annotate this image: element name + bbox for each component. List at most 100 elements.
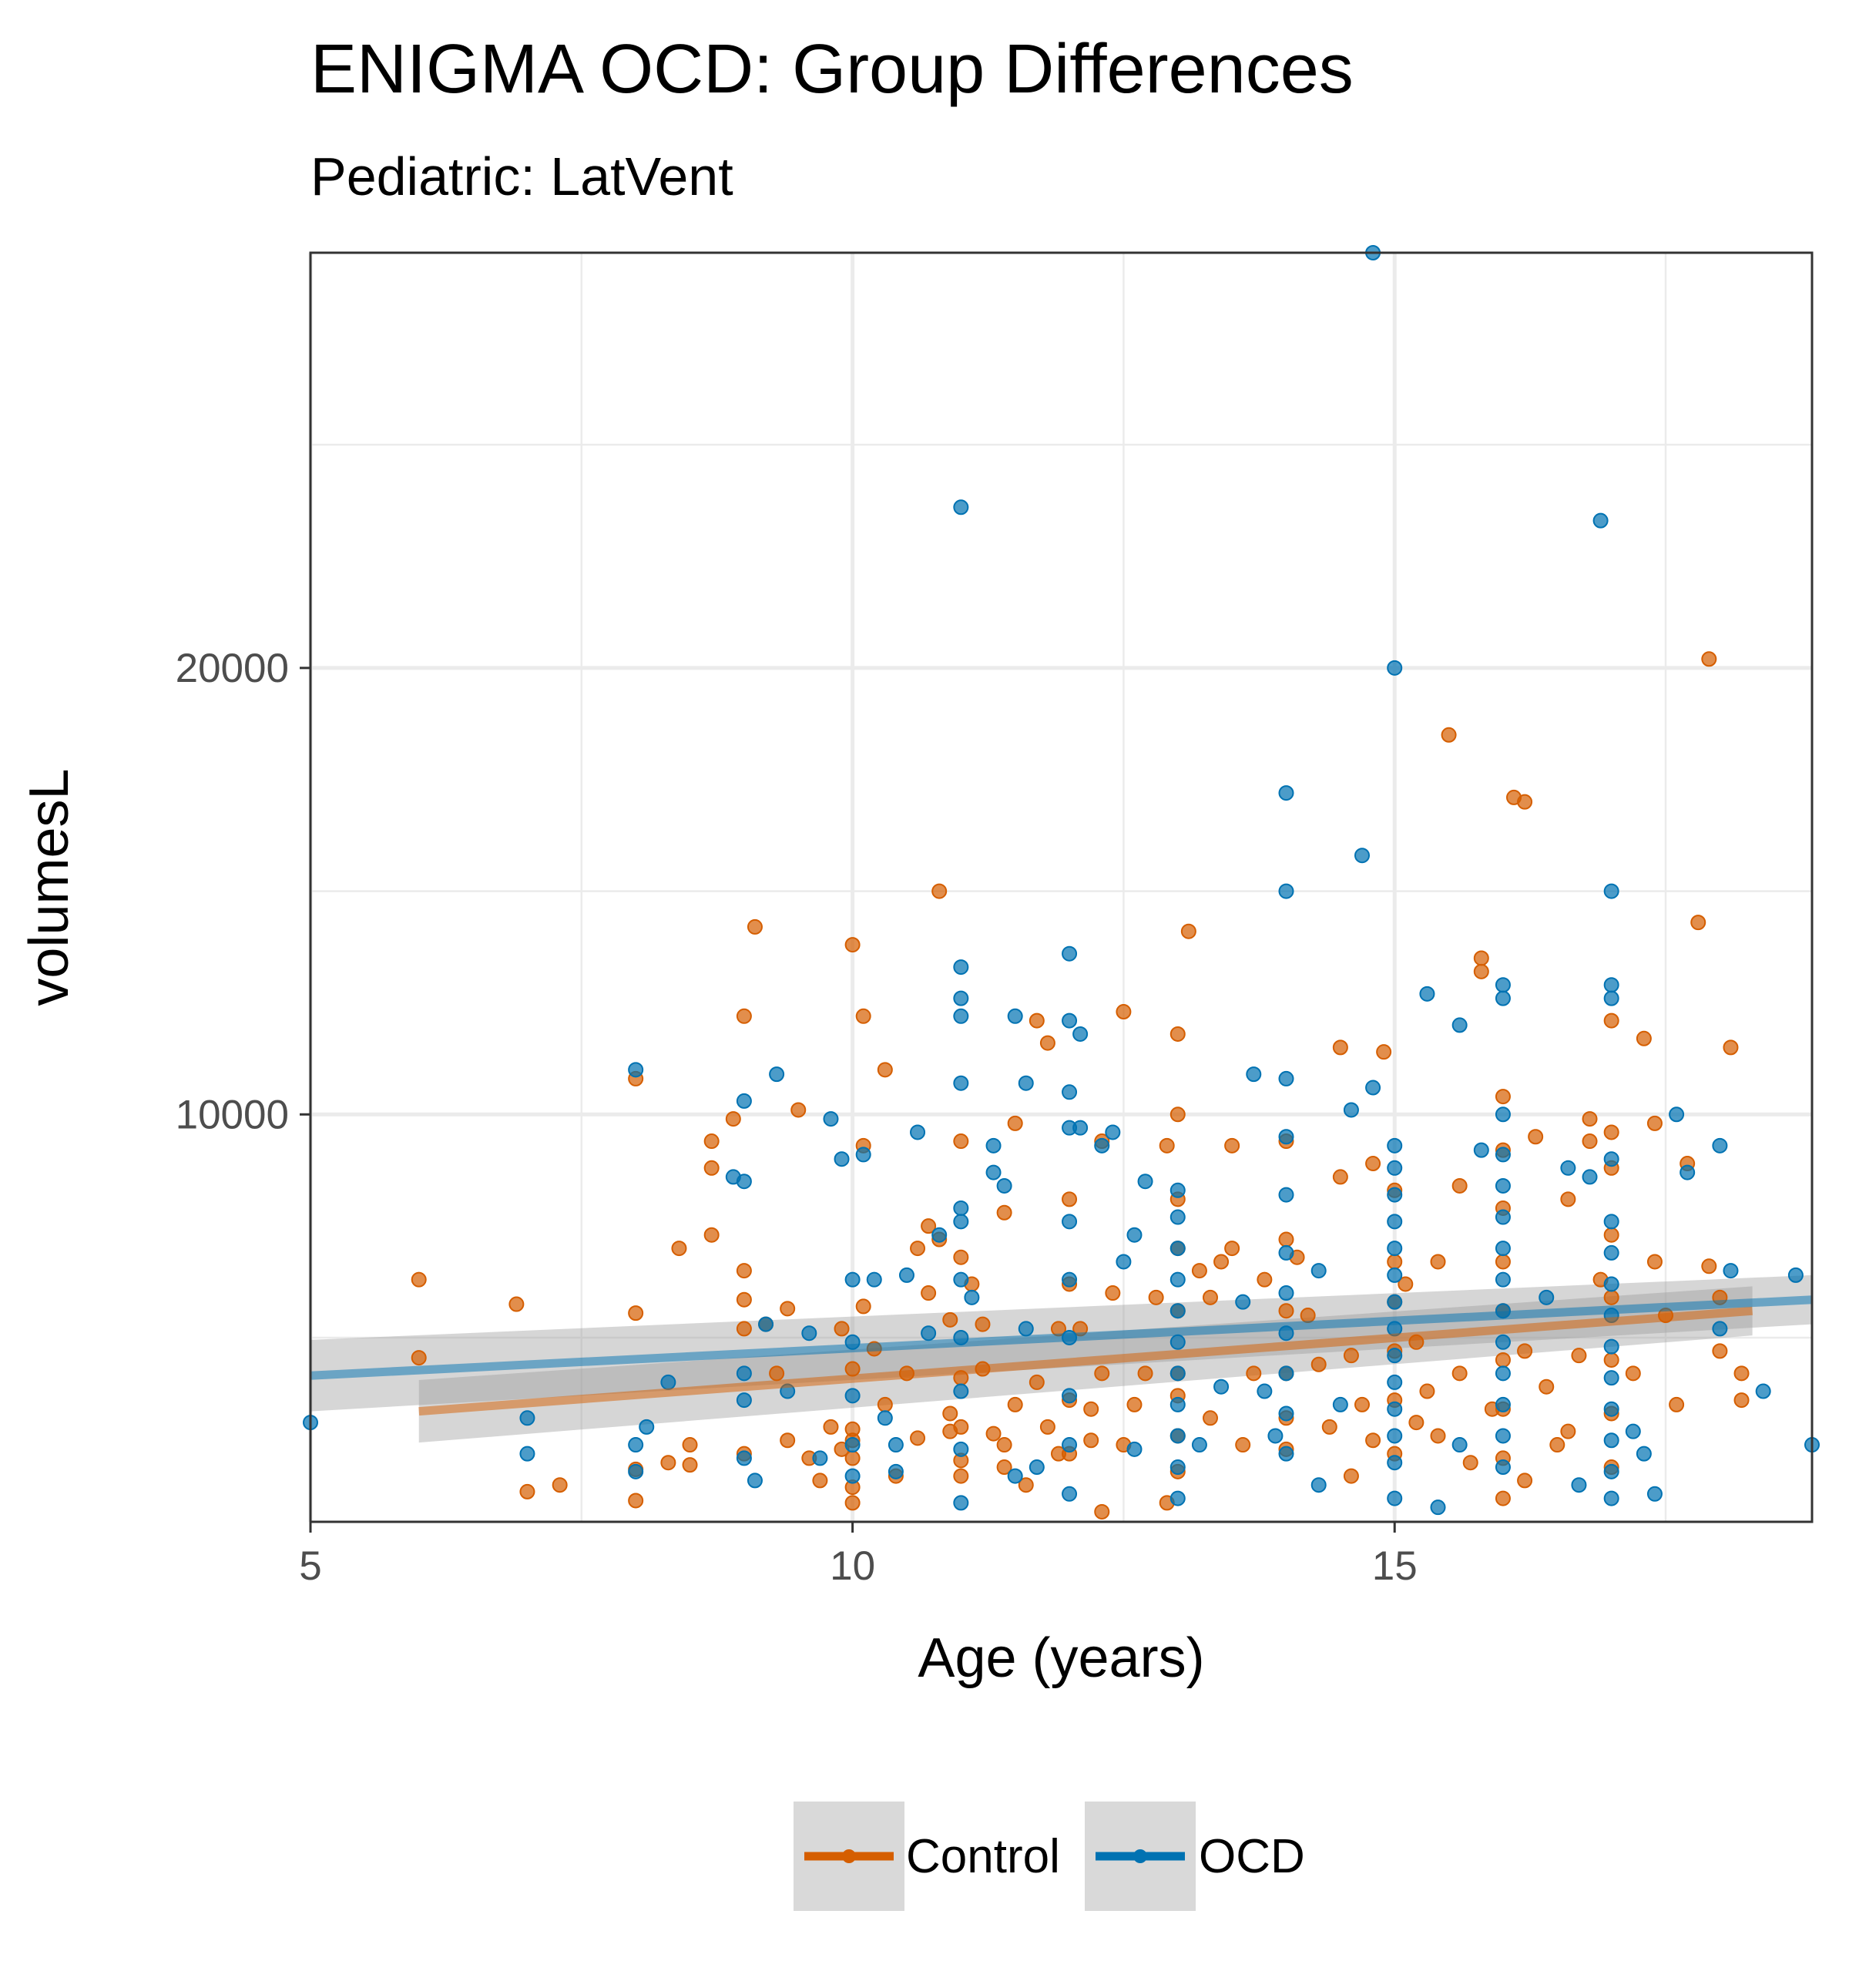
fit-line-control (418, 1306, 1753, 1416)
point-ocd (1169, 1182, 1186, 1198)
point-control (855, 1298, 871, 1315)
x-tick-label: 15 (1372, 1543, 1418, 1589)
y-tick-label: 20000 (176, 646, 289, 691)
point-ocd (1712, 1321, 1728, 1337)
point-control (1582, 1133, 1598, 1150)
point-control (1116, 1004, 1132, 1020)
point-control (1451, 1177, 1468, 1194)
point-control (1441, 727, 1457, 743)
point-ocd (1669, 1106, 1685, 1123)
point-ocd (1387, 1160, 1403, 1176)
point-control (1733, 1392, 1750, 1409)
point-ocd (1278, 1070, 1294, 1086)
point-control (519, 1483, 535, 1499)
point-ocd (1213, 1379, 1230, 1395)
point-control (844, 1495, 861, 1511)
point-control (1343, 1468, 1359, 1484)
point-control (747, 918, 763, 935)
point-ocd (1278, 1285, 1294, 1301)
point-ocd (1495, 1428, 1511, 1444)
point-ocd (931, 1227, 948, 1243)
point-ocd (736, 1093, 752, 1109)
point-ocd (1755, 1383, 1771, 1399)
point-ocd (1387, 1455, 1403, 1471)
legend-key-point-ocd (1133, 1849, 1147, 1863)
point-control (1039, 1419, 1055, 1435)
data-points (303, 245, 1820, 1520)
point-ocd (758, 1316, 774, 1332)
point-control (1365, 1156, 1381, 1172)
point-control (780, 1432, 796, 1449)
point-control (1332, 1039, 1348, 1056)
point-control (996, 1437, 1012, 1453)
point-control (844, 1450, 861, 1466)
point-ocd (866, 1271, 882, 1288)
point-control (1180, 923, 1196, 939)
point-control (1278, 1303, 1294, 1319)
point-control (1278, 1231, 1294, 1248)
point-control (1549, 1437, 1565, 1453)
point-ocd (1387, 1241, 1403, 1257)
point-control (1723, 1039, 1739, 1056)
point-control (1430, 1428, 1446, 1444)
point-control (844, 937, 861, 953)
point-control (1517, 794, 1533, 810)
point-control (628, 1305, 644, 1321)
point-ocd (1278, 785, 1294, 801)
point-control (910, 1430, 926, 1446)
point-ocd (1495, 1106, 1511, 1123)
point-control (790, 1102, 807, 1118)
point-control (1007, 1115, 1023, 1131)
point-control (1430, 1254, 1446, 1270)
point-ocd (1365, 1080, 1381, 1096)
point-control (953, 1468, 969, 1484)
point-ocd (953, 1271, 969, 1288)
point-ocd (1495, 1177, 1511, 1194)
point-ocd (844, 1437, 861, 1453)
point-ocd (1387, 1187, 1403, 1203)
point-control (703, 1160, 720, 1176)
point-control (1018, 1477, 1034, 1493)
point-ocd (1116, 1254, 1132, 1270)
point-ocd (985, 1137, 1002, 1154)
point-control (725, 1111, 741, 1127)
point-ocd (1169, 1459, 1186, 1476)
point-control (985, 1426, 1002, 1442)
point-ocd (1105, 1124, 1121, 1140)
point-control (1213, 1254, 1230, 1270)
point-control (877, 1396, 893, 1412)
point-control (1451, 1365, 1468, 1382)
point-control (1571, 1348, 1587, 1364)
point-ocd (769, 1066, 785, 1083)
x-axis-title: Age (years) (918, 1627, 1204, 1689)
point-ocd (1169, 1365, 1186, 1382)
point-control (1603, 1012, 1619, 1029)
point-control (1039, 1035, 1055, 1051)
point-ocd (1169, 1271, 1186, 1288)
point-control (682, 1437, 698, 1453)
point-control (1560, 1191, 1576, 1207)
point-control (1690, 915, 1706, 931)
point-ocd (1603, 1338, 1619, 1355)
point-ocd (1387, 660, 1403, 676)
point-control (769, 1365, 785, 1382)
point-ocd (1278, 1405, 1294, 1422)
point-control (921, 1218, 937, 1234)
point-ocd (1495, 1334, 1511, 1350)
point-ocd (844, 1388, 861, 1404)
point-control (1029, 1374, 1045, 1390)
point-control (1062, 1191, 1078, 1207)
point-ocd (1603, 1370, 1619, 1386)
point-control (1398, 1276, 1414, 1292)
point-ocd (1169, 1334, 1186, 1350)
point-control (1094, 1503, 1110, 1520)
point-ocd (736, 1365, 752, 1382)
point-ocd (1646, 1486, 1663, 1502)
point-ocd (736, 1174, 752, 1190)
point-control (910, 1241, 926, 1257)
point-control (1560, 1423, 1576, 1439)
point-ocd (1343, 1102, 1359, 1118)
point-ocd (1636, 1446, 1652, 1462)
legend-label-control: Control (906, 1830, 1060, 1883)
point-control (1387, 1254, 1403, 1270)
